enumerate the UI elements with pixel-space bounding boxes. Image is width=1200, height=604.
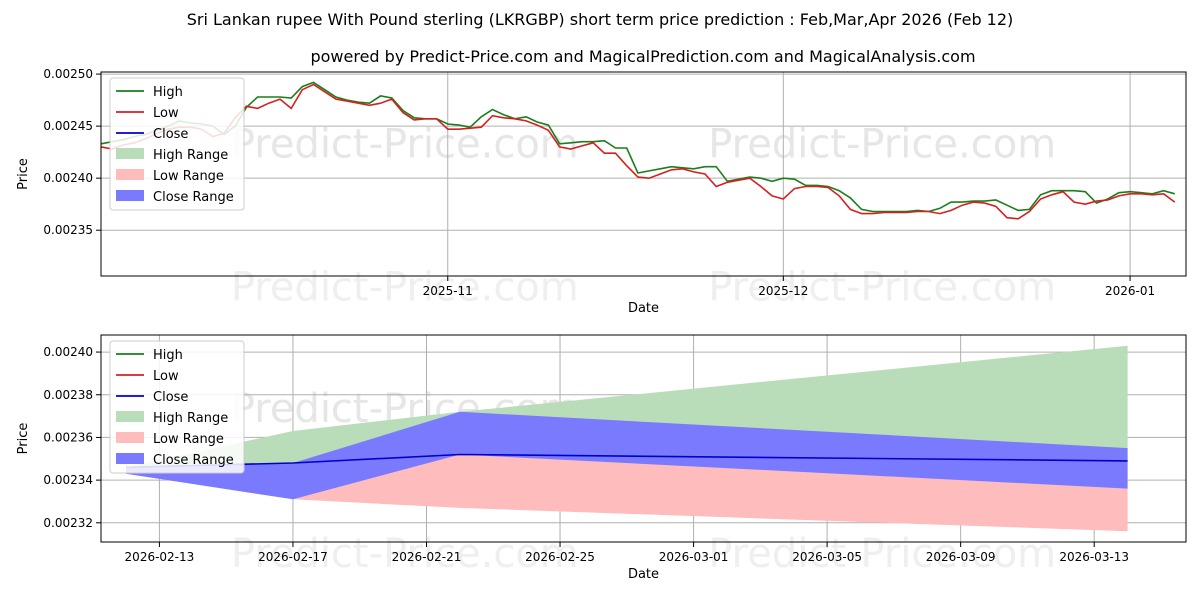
watermark-text: Predict-Price.com [231, 531, 579, 577]
legend-fill-swatch [116, 411, 144, 422]
legend-label: High Range [153, 148, 228, 163]
y-axis-label: Price [16, 158, 31, 190]
legend-label: High [153, 85, 183, 100]
plot-frame [100, 71, 1187, 277]
watermark-text: Predict-Price.com [708, 531, 1056, 577]
x-tick-label: 2026-03-05 [792, 550, 862, 564]
legend-fill-swatch [116, 453, 144, 464]
x-tick-label: 2026-03-13 [1059, 550, 1129, 564]
low-series-line [101, 83, 1176, 220]
x-tick-label: 2026-03-01 [659, 550, 729, 564]
x-tick-label: 2026-02-21 [392, 550, 462, 564]
x-tick-label: 2026-02-13 [125, 550, 195, 564]
y-tick-label: 0.00232 [43, 516, 93, 530]
legend-fill-swatch [116, 190, 144, 201]
legend-fill-swatch [116, 169, 144, 180]
legend-fill-swatch [116, 432, 144, 443]
legend-label: Low [153, 106, 179, 121]
legend-label: Low Range [153, 169, 224, 184]
legend-label: Low [153, 369, 179, 384]
x-tick-label: 2025-12 [758, 284, 808, 298]
watermark-text: Predict-Price.com [708, 264, 1056, 310]
plot-area [125, 345, 1128, 532]
x-tick-label: 2026-01 [1105, 284, 1155, 298]
y-tick-label: 0.00240 [43, 171, 93, 185]
y-tick-label: 0.00235 [43, 223, 93, 237]
legend-label: High [153, 348, 183, 363]
low-series-line [1185, 202, 1186, 204]
high-series-line [101, 81, 1176, 213]
legend-label: Close [153, 390, 188, 405]
x-axis-label: Date [628, 567, 659, 582]
y-tick-label: 0.00245 [43, 119, 93, 133]
y-tick-label: 0.00234 [43, 473, 93, 487]
legend-label: Close [153, 127, 188, 142]
chart-subtitle: powered by Predict-Price.com and Magical… [310, 47, 975, 66]
y-axis-label: Price [16, 423, 31, 455]
high-series-line [1185, 202, 1186, 203]
legend-label: Close Range [153, 453, 234, 468]
x-tick-label: 2026-02-17 [258, 550, 328, 564]
watermark-text: Predict-Price.com [708, 122, 1056, 168]
legend-fill-swatch [116, 148, 144, 159]
plot-area [101, 81, 1186, 220]
legend-label: Low Range [153, 432, 224, 447]
legend-label: Close Range [153, 190, 234, 205]
x-tick-label: 2025-11 [423, 284, 473, 298]
chart-title: Sri Lankan rupee With Pound sterling (LK… [187, 10, 1014, 29]
y-tick-label: 0.00250 [43, 67, 93, 81]
y-tick-label: 0.00236 [43, 430, 93, 444]
watermark-text: Predict-Price.com [231, 264, 579, 310]
x-tick-label: 2026-02-25 [525, 550, 595, 564]
plot-frame [100, 334, 1187, 543]
history-panel: Predict-Price.com Predict-Price.com Predic… [16, 67, 1187, 316]
x-tick-label: 2026-03-09 [926, 550, 996, 564]
y-tick-label: 0.00238 [43, 388, 93, 402]
legend-label: High Range [153, 411, 228, 426]
y-tick-label: 0.00240 [43, 345, 93, 359]
x-axis-label: Date [628, 301, 659, 316]
watermark-text: Predict-Price.com [231, 122, 579, 168]
